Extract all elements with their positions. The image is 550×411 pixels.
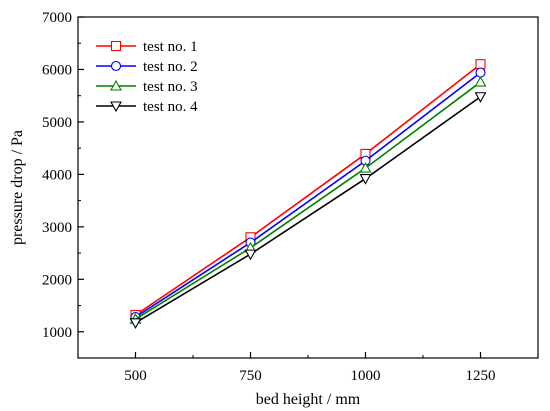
y-tick-label: 2000 xyxy=(42,272,72,288)
x-axis-title: bed height / mm xyxy=(256,391,361,408)
data-point xyxy=(475,59,486,70)
y-tick-label: 7000 xyxy=(42,10,72,26)
y-tick-label: 6000 xyxy=(42,62,72,78)
legend-marker xyxy=(110,101,122,113)
legend-entry-1: test no. 1 xyxy=(96,39,198,55)
data-point xyxy=(359,174,372,185)
legend-label: test no. 2 xyxy=(143,59,198,75)
series-line xyxy=(135,71,481,318)
x-axis: 500 750 1000 1250 xyxy=(124,352,496,384)
data-point xyxy=(474,92,487,103)
legend-label: test no. 3 xyxy=(143,79,198,95)
data-point xyxy=(359,161,372,173)
series-line xyxy=(135,96,481,324)
x-tick-label: 1250 xyxy=(466,368,496,384)
y-tick-label: 4000 xyxy=(42,167,72,183)
series-layer xyxy=(129,59,487,329)
x-tick-label: 500 xyxy=(124,368,147,384)
legend-entry-3: test no. 3 xyxy=(96,79,198,95)
y-axis: 1000 2000 3000 4000 5000 6000 7000 xyxy=(42,10,84,341)
series-line xyxy=(135,81,481,320)
legend-label: test no. 4 xyxy=(143,99,198,115)
data-point xyxy=(244,249,257,261)
legend-marker xyxy=(110,60,122,72)
x-tick-label: 1000 xyxy=(351,368,381,384)
legend-marker xyxy=(110,40,122,52)
legend-entry-4: test no. 4 xyxy=(96,99,198,115)
legend: test no. 1 test no. 2 test no. 3 test no. 4 xyxy=(96,39,198,115)
data-point xyxy=(474,75,487,87)
x-tick-label: 750 xyxy=(239,368,262,384)
series-4 xyxy=(129,92,487,329)
data-point xyxy=(475,67,486,78)
plot-area: 500 750 1000 1250 1000 2000 3000 4000 5000 6000 7… xyxy=(42,10,539,384)
y-tick-label: 5000 xyxy=(42,115,72,131)
legend-entry-2: test no. 2 xyxy=(96,59,198,75)
y-tick-label: 3000 xyxy=(42,220,72,236)
data-point xyxy=(129,318,142,329)
y-tick-label: 1000 xyxy=(42,325,72,341)
legend-marker xyxy=(110,79,122,91)
series-line xyxy=(135,63,481,316)
legend-label: test no. 1 xyxy=(143,39,198,55)
y-axis-title: pressure drop / Pa xyxy=(9,130,26,245)
